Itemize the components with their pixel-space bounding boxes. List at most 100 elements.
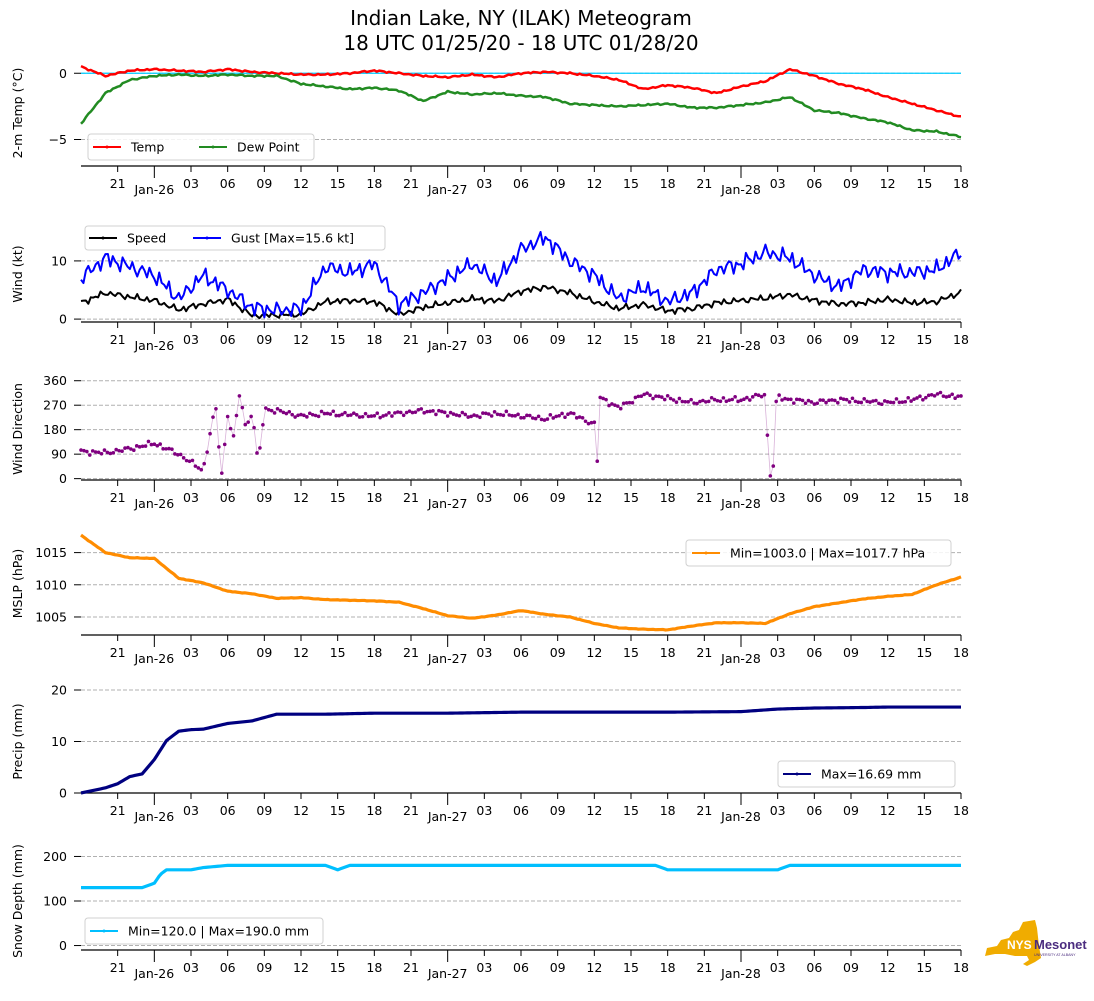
wind-direction-point [255,451,259,455]
x-tick-label: 06 [806,332,822,347]
wind-direction-point [486,412,491,416]
wind-direction-point [85,449,89,454]
wind-direction-point [654,394,658,398]
wind-direction-point [888,400,893,405]
x-tick-label: 03 [183,176,199,191]
y-tick-label: 10 [51,253,67,268]
wind-direction-point [284,411,289,416]
x-tick-label: 21 [110,803,126,818]
wind-direction-point [824,400,828,405]
wind-direction-point [607,403,611,408]
wind-direction-point [305,415,309,419]
wind-direction-point [340,412,344,417]
wind-direction-point [794,397,799,402]
wind-direction-point [818,398,822,402]
x-tick-label: 03 [183,960,199,975]
y-tick-label: 100 [43,894,67,909]
wind-direction-point [522,415,526,420]
wind-direction-point [519,416,523,420]
wind-direction-point [959,394,963,398]
wind-direction-point [554,414,558,419]
wind-direction-point [143,444,148,448]
x-tick-label: 09 [843,645,859,660]
x-tick-label: 15 [623,645,639,660]
y-tick-label: 0 [59,312,67,327]
x-tick-label: 12 [293,803,309,818]
wind-direction-point [674,400,679,405]
x-day-label: Jan-28 [720,338,761,353]
wind-direction-point [469,414,473,419]
x-tick-label: 21 [110,332,126,347]
wind-direction-point [736,399,740,404]
wind-direction-point [595,459,600,463]
wind-direction-point [246,420,250,424]
wind-direction-point [504,409,509,414]
wind-direction-point [123,446,127,450]
x-tick-label: 18 [366,176,382,191]
x-tick-label: 18 [660,645,676,660]
wind-direction-point [240,405,245,410]
wind-direction-point [891,400,896,405]
nys-mesonet-logo: NYS Mesonet UNIVERSITY AT ALBANY [983,918,1088,970]
wind-direction-point [181,456,186,460]
wind-direction-point [636,394,641,399]
x-day-label: Jan-27 [427,809,468,824]
x-tick-label: 03 [770,490,786,505]
wind-direction-point [199,467,204,472]
x-tick-label: 15 [330,176,346,191]
x-tick-label: 03 [183,645,199,660]
wind-direction-point [99,451,104,456]
x-tick-label: 15 [330,490,346,505]
wind-direction-point [739,398,743,403]
logo-mesonet-text: Mesonet [1034,937,1087,952]
wind-direction-point [146,439,151,444]
wind-direction-point [481,411,485,415]
wind-direction-point [792,401,796,405]
wind-direction-point [862,397,866,401]
wind-direction-point [701,398,705,403]
wind-direction-point [530,416,535,420]
x-tick-label: 09 [550,803,566,818]
wind-direction-point [748,398,752,402]
wind-direction-point [671,398,676,402]
wind-direction-point [196,466,201,470]
y-axis-label: Wind Direction [10,383,25,475]
wind-direction-point [190,458,195,463]
wind-direction-point [354,412,359,417]
wind-direction-point [844,397,849,402]
wind-direction-point [149,442,154,447]
wind-direction-point [120,449,124,453]
x-tick-label: 06 [220,803,236,818]
wind-direction-point [868,400,872,404]
x-tick-label: 06 [220,176,236,191]
wind-direction-point [369,414,374,418]
wind-direction-point [272,411,277,415]
wind-direction-point [604,397,608,402]
wind-direction-point [90,449,95,453]
x-tick-label: 15 [330,803,346,818]
legend-label: Min=120.0 | Max=190.0 mm [128,924,309,939]
wind-direction-point [536,414,541,419]
wind-direction-point [956,394,960,398]
x-tick-label: 12 [586,332,602,347]
x-tick-label: 03 [476,960,492,975]
wind-direction-point [938,390,943,395]
wind-direction-point [363,411,368,416]
wind-direction-point [132,448,136,453]
x-tick-label: 09 [843,490,859,505]
wind-direction-point [695,401,699,406]
wind-direction-point [803,401,808,406]
x-tick-label: 21 [403,645,419,660]
wind-direction-point [126,445,130,450]
wind-direction-point [249,414,253,419]
legend-marker [105,145,109,149]
wind-direction-point [786,397,790,402]
x-day-label: Jan-26 [133,338,174,353]
wind-direction-point [266,407,271,412]
wind-direction-point [789,397,793,402]
x-tick-label: 09 [550,176,566,191]
x-tick-label: 03 [476,332,492,347]
wind-direction-point [589,420,594,425]
wind-direction-point [325,411,330,416]
wind-direction-point [360,414,365,419]
